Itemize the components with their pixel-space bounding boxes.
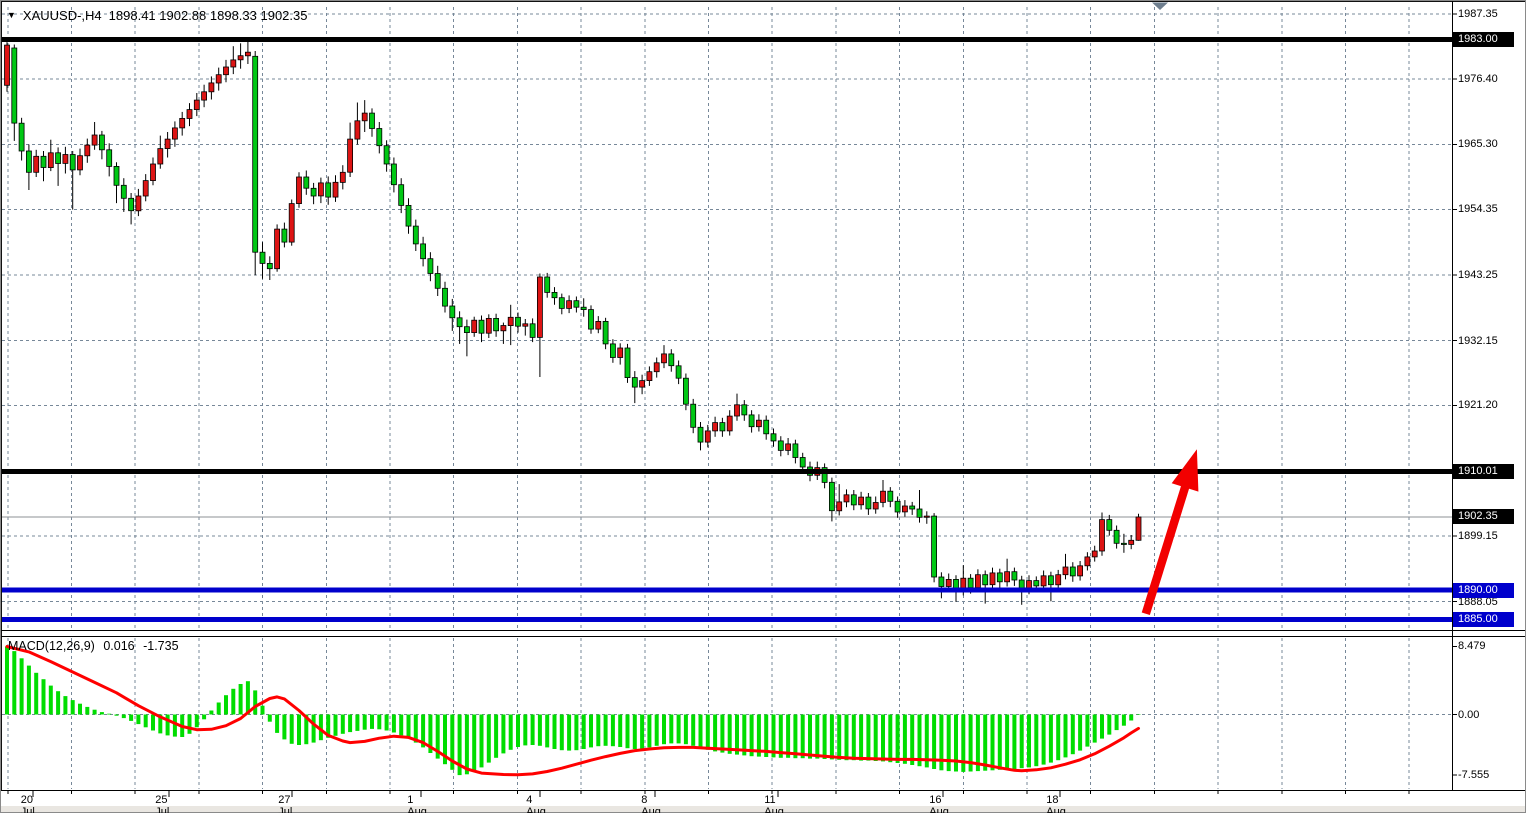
time-tick-label: 20 Jul 2023 — [20, 794, 35, 813]
price-level-box: 1910.01 — [1453, 464, 1514, 479]
price-level-box: 1885.00 — [1453, 612, 1514, 627]
price-tick-label: 1976.40 — [1458, 73, 1498, 85]
time-tick-label: 4 Aug 00:00 — [526, 794, 546, 813]
price-tick-label: 1921.20 — [1458, 399, 1498, 411]
price-tick-label: 1899.15 — [1458, 530, 1498, 542]
time-tick-label: 8 Aug 16:00 — [641, 794, 661, 813]
macd-signal-line — [5, 645, 1140, 777]
time-tick-label: 1 Aug 08:00 — [407, 794, 427, 813]
macd-signal-value: -1.735 — [143, 639, 179, 653]
ohlc-readout: 1898.41 1902.88 1898.33 1902.35 — [108, 8, 308, 23]
trend-arrow-annotation[interactable] — [1141, 449, 1199, 615]
symbol-header: ▼ XAUUSD-,H4 1898.41 1902.88 1898.33 190… — [7, 8, 307, 23]
candlesticks-layer — [4, 40, 1142, 605]
symbol-dropdown-icon: ▼ — [7, 10, 16, 20]
symbol-timeframe-label: XAUUSD-,H4 — [22, 8, 102, 23]
price-tick-label: 1954.35 — [1458, 203, 1498, 215]
price-tick-label: 1965.30 — [1458, 138, 1498, 150]
time-tick-label: 18 Aug 16:00 — [1046, 794, 1066, 813]
macd-value: 0.016 — [103, 639, 135, 653]
price-level-box: 1983.00 — [1453, 32, 1514, 47]
macd-tick-label: 0.00 — [1458, 709, 1480, 721]
price-tick-label: 1888.05 — [1458, 596, 1498, 608]
time-tick-label: 11 Aug 08:00 — [764, 794, 784, 813]
macd-indicator-label: MACD(12,26,9) 0.016 -1.735 — [8, 639, 184, 653]
macd-tick-label: -7.555 — [1458, 769, 1490, 781]
time-tick-label: 16 Aug 00:00 — [929, 794, 949, 813]
price-level-box: 1902.35 — [1453, 509, 1514, 524]
time-tick-label: 27 Jul 16:00 — [278, 794, 293, 813]
scroll-indicator-icon — [1152, 2, 1168, 10]
time-tick-label: 25 Jul 00:00 — [155, 794, 170, 813]
support-resistance-lines[interactable] — [0, 37, 1452, 623]
price-tick-label: 1987.35 — [1458, 8, 1498, 20]
macd-name: MACD(12,26,9) — [8, 639, 95, 653]
grid-layer — [2, 7, 1452, 789]
price-level-box: 1890.00 — [1453, 583, 1514, 598]
price-tick-label: 1943.25 — [1458, 269, 1498, 281]
price-tick-label: 1932.15 — [1458, 335, 1498, 347]
macd-tick-label: 8.479 — [1458, 640, 1486, 652]
macd-histogram — [5, 646, 1141, 776]
